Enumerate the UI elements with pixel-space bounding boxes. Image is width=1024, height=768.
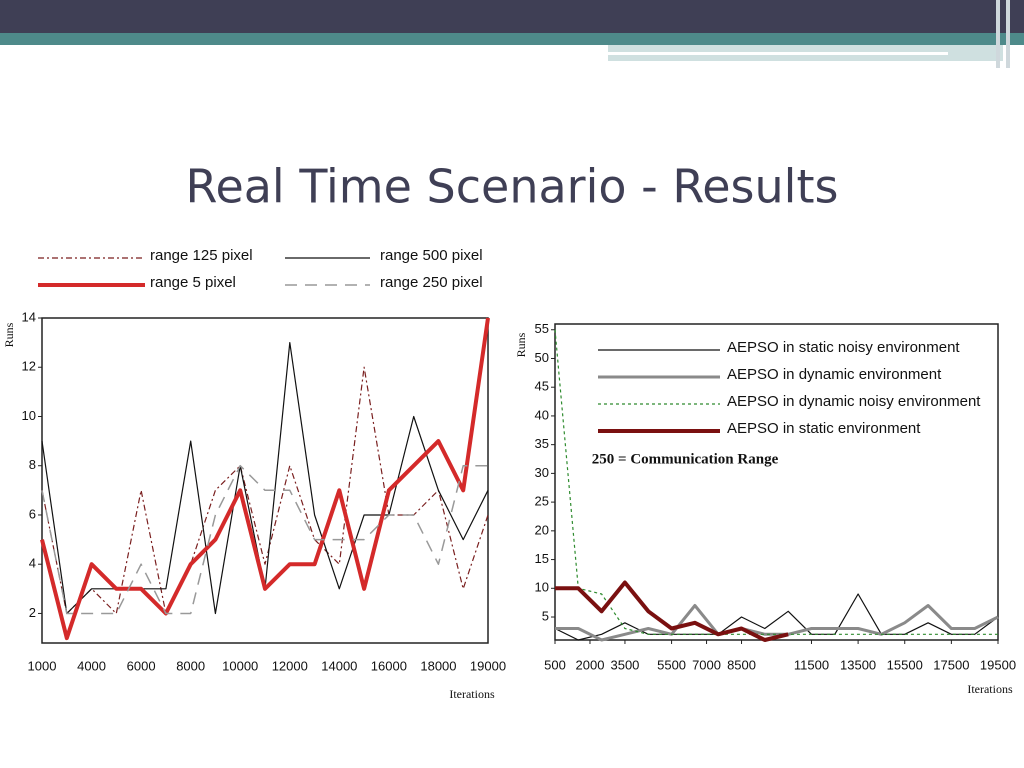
y-tick-label: 10: [535, 580, 549, 595]
x-tick-label: 4000: [77, 658, 106, 673]
x-tick-label: 11500: [794, 657, 829, 672]
top-bar: [0, 0, 1024, 33]
x-tick-label: 1000: [28, 658, 57, 673]
line-series: [41, 464, 488, 615]
legend-label: AEPSO in dynamic noisy environment: [727, 393, 981, 410]
y-tick-label: 4: [29, 556, 36, 571]
y-tick-label: 14: [22, 309, 36, 324]
accent-line: [608, 52, 948, 55]
x-tick-label: 14000: [321, 658, 357, 673]
y-tick-label: 40: [535, 407, 549, 422]
y-tick-label: 25: [535, 494, 549, 509]
x-tick-label: 5500: [657, 657, 686, 672]
legend-label: range 125 pixel: [150, 247, 253, 264]
legend-label: range 250 pixel: [380, 274, 483, 291]
x-tick-label: 7000: [692, 657, 721, 672]
y-tick-label: 10: [22, 408, 36, 423]
x-tick-label: 16000: [371, 658, 407, 673]
y-tick-label: 8: [29, 457, 36, 472]
x-tick-label: 10000: [222, 658, 258, 673]
accent-stripe: [0, 33, 1024, 45]
x-tick-label: 18000: [420, 658, 456, 673]
x-tick-label: 15500: [887, 657, 923, 672]
accent-bar: [996, 0, 1000, 68]
slide-title: Real Time Scenario - Results: [186, 160, 839, 214]
legend-label: AEPSO in static environment: [727, 420, 921, 437]
x-tick-label: 19000: [470, 658, 506, 673]
x-tick-label: 12000: [272, 658, 308, 673]
y-tick-label: 5: [542, 608, 549, 623]
y-tick-label: 45: [535, 379, 549, 394]
legend-label: AEPSO in dynamic environment: [727, 366, 942, 383]
line-series: [554, 329, 998, 635]
x-tick-label: 500: [544, 657, 566, 672]
line-series: [554, 593, 999, 641]
y-tick-label: 30: [535, 465, 549, 480]
x-tick-label: 17500: [933, 657, 969, 672]
y-tick-label: 15: [535, 551, 549, 566]
y-axis-label: Runs: [514, 332, 528, 357]
plot-frame: [41, 317, 489, 644]
x-tick-label: 6000: [127, 658, 156, 673]
y-tick-label: 50: [535, 350, 549, 365]
y-tick-label: 35: [535, 436, 549, 451]
x-axis-label: Iterations: [967, 682, 1013, 696]
line-series: [555, 604, 999, 642]
x-tick-label: 19500: [980, 657, 1016, 672]
x-tick-label: 8500: [727, 657, 756, 672]
x-tick-label: 8000: [176, 658, 205, 673]
line-series: [40, 317, 490, 641]
y-tick-label: 6: [29, 506, 36, 521]
y-tick-label: 20: [535, 522, 549, 537]
x-tick-label: 2000: [576, 657, 605, 672]
y-tick-label: 2: [29, 605, 36, 620]
legend-label: range 5 pixel: [150, 274, 236, 291]
accent-bar: [1006, 0, 1010, 68]
x-tick-label: 13500: [840, 657, 876, 672]
y-tick-label: 55: [535, 321, 549, 336]
legend-label: range 500 pixel: [380, 247, 483, 264]
y-axis-label: Runs: [2, 322, 16, 347]
annotation: 250 = Communication Range: [592, 451, 779, 467]
x-axis-label: Iterations: [449, 687, 495, 701]
legend-label: AEPSO in static noisy environment: [727, 339, 960, 356]
x-tick-label: 3500: [610, 657, 639, 672]
line-series: [555, 580, 789, 642]
y-tick-label: 12: [22, 359, 36, 374]
